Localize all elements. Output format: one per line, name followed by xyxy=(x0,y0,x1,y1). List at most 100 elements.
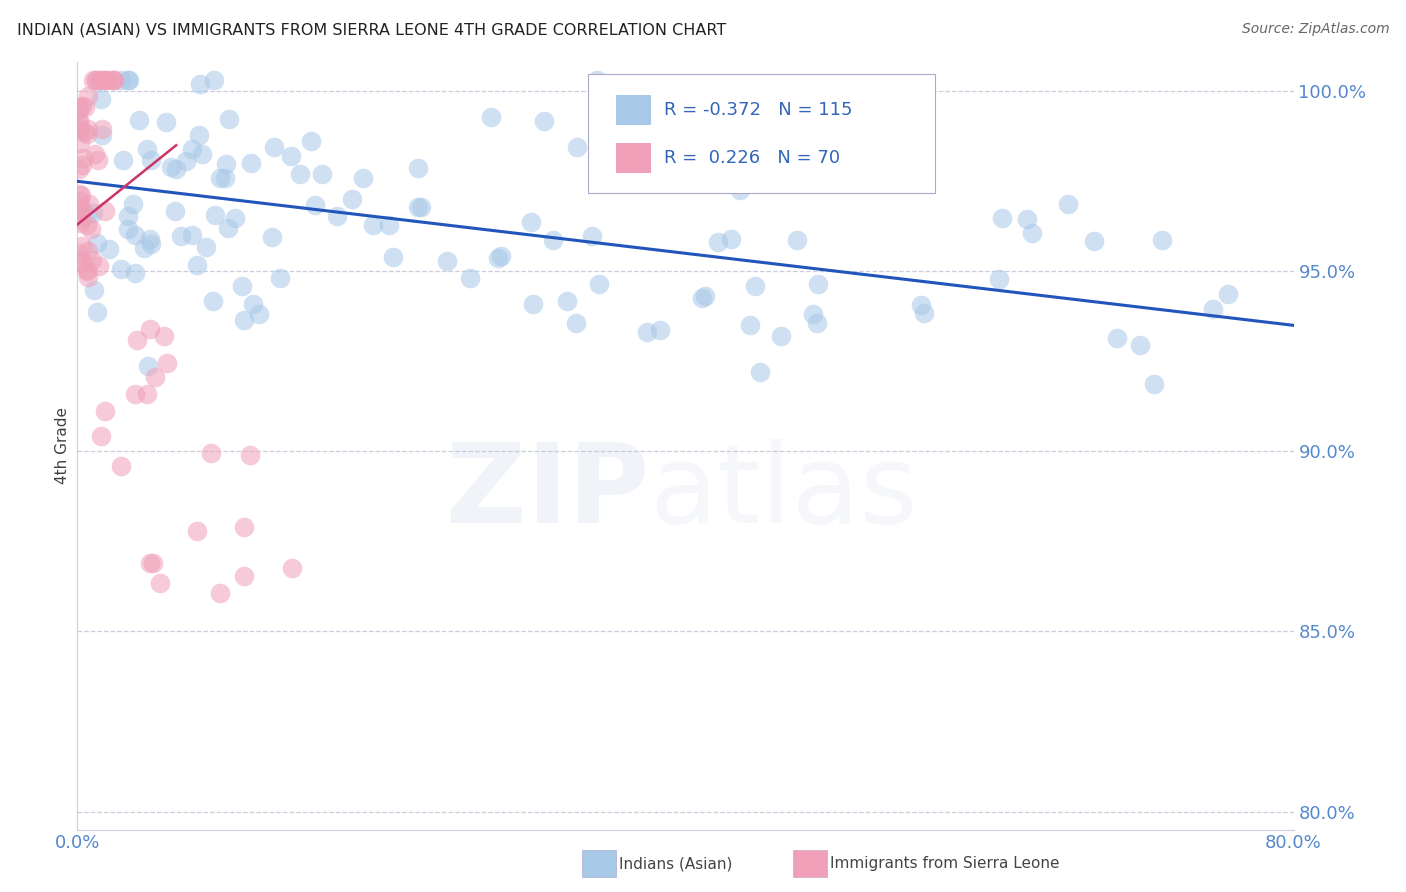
Point xyxy=(744,279,766,293)
Point xyxy=(311,167,333,181)
Point xyxy=(1152,233,1174,247)
Point xyxy=(117,73,139,87)
Point xyxy=(262,230,284,244)
Point xyxy=(67,103,90,118)
Point xyxy=(543,233,565,247)
Point xyxy=(73,125,96,139)
Point xyxy=(436,254,458,268)
Point xyxy=(565,140,588,154)
Point xyxy=(69,188,91,202)
Point xyxy=(132,241,155,255)
Point xyxy=(110,73,132,87)
Point xyxy=(82,73,104,87)
Point xyxy=(139,153,162,168)
Point xyxy=(406,161,429,175)
Point xyxy=(155,115,177,129)
Point xyxy=(479,110,502,124)
Point xyxy=(159,160,181,174)
Point xyxy=(69,136,91,150)
Point xyxy=(121,197,143,211)
Point xyxy=(80,252,103,267)
Point xyxy=(94,73,117,87)
Point xyxy=(378,218,401,232)
Point xyxy=(648,323,671,337)
Point xyxy=(910,298,932,312)
Point xyxy=(304,198,326,212)
Point xyxy=(693,289,716,303)
Text: R = -0.372   N = 115: R = -0.372 N = 115 xyxy=(664,102,852,120)
Point xyxy=(72,255,94,269)
Point xyxy=(143,370,166,384)
Point xyxy=(70,158,93,172)
Point xyxy=(84,73,107,87)
Point xyxy=(340,193,363,207)
Point xyxy=(382,250,405,264)
Point xyxy=(67,203,90,218)
Y-axis label: 4th Grade: 4th Grade xyxy=(55,408,70,484)
Point xyxy=(82,206,104,220)
Point xyxy=(139,236,162,251)
Point xyxy=(1143,377,1166,392)
Point xyxy=(281,560,304,574)
Point xyxy=(96,73,118,87)
Point xyxy=(801,307,824,321)
Point xyxy=(124,386,146,401)
Point xyxy=(136,359,159,373)
Point xyxy=(325,210,347,224)
Point xyxy=(69,216,91,230)
Point xyxy=(67,254,90,268)
Point xyxy=(76,264,98,278)
Point xyxy=(720,231,742,245)
Point xyxy=(581,228,603,243)
Point xyxy=(202,73,225,87)
Point xyxy=(76,218,98,232)
Point xyxy=(588,277,610,292)
Point xyxy=(201,293,224,308)
Point xyxy=(200,446,222,460)
Point xyxy=(67,162,90,177)
Point xyxy=(707,235,730,250)
Point xyxy=(208,586,231,600)
Point xyxy=(163,203,186,218)
Point xyxy=(1105,331,1128,345)
Point xyxy=(770,328,793,343)
Point xyxy=(110,262,132,277)
Point xyxy=(486,252,509,266)
Point xyxy=(263,140,285,154)
Point xyxy=(125,333,148,347)
Point xyxy=(83,147,105,161)
Point xyxy=(149,576,172,591)
Point xyxy=(555,294,578,309)
Point xyxy=(91,122,114,136)
Point xyxy=(128,113,150,128)
Point xyxy=(67,246,90,260)
Text: Indians (Asian): Indians (Asian) xyxy=(619,856,733,871)
Text: Immigrants from Sierra Leone: Immigrants from Sierra Leone xyxy=(830,856,1059,871)
Point xyxy=(269,270,291,285)
Point xyxy=(1218,287,1240,301)
Point xyxy=(522,297,544,311)
Text: R =  0.226   N = 70: R = 0.226 N = 70 xyxy=(664,149,839,167)
Text: Source: ZipAtlas.com: Source: ZipAtlas.com xyxy=(1241,22,1389,37)
Point xyxy=(67,114,90,128)
Point xyxy=(231,279,253,293)
Point xyxy=(1021,226,1043,240)
Point xyxy=(136,386,159,401)
Point xyxy=(988,272,1011,286)
Point xyxy=(352,171,374,186)
Point xyxy=(77,270,100,285)
Point xyxy=(215,157,238,171)
Point xyxy=(361,218,384,232)
Point xyxy=(72,203,94,218)
Point xyxy=(280,149,302,163)
Point xyxy=(77,121,100,136)
Point xyxy=(191,147,214,161)
Point xyxy=(80,222,103,236)
Point xyxy=(118,73,141,87)
Point xyxy=(489,249,512,263)
Point xyxy=(89,259,111,273)
Point xyxy=(156,356,179,370)
Point xyxy=(139,322,162,336)
Point xyxy=(1202,302,1225,317)
Point xyxy=(806,316,828,330)
